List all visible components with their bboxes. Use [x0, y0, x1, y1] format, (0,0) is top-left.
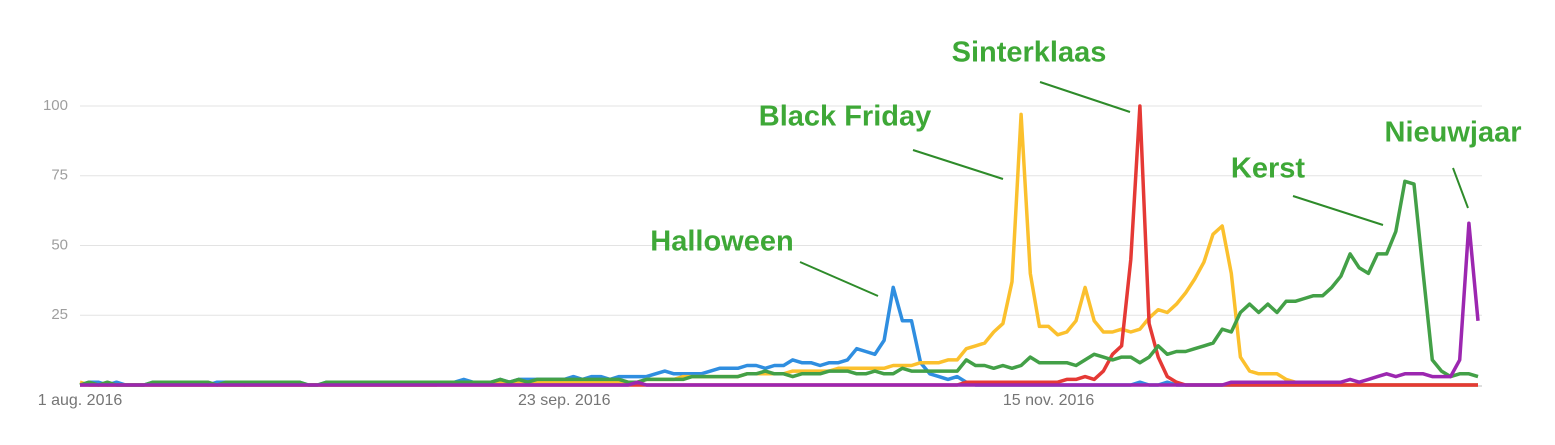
y-tick-label: 100: [43, 97, 68, 114]
annotation-leader: [1039, 81, 1131, 113]
annotation-label: Nieuwjaar: [1385, 117, 1522, 149]
annotation-label: Halloween: [650, 226, 793, 258]
annotation-leader: [799, 261, 879, 297]
y-tick-label: 25: [51, 306, 68, 323]
series-line: [79, 285, 1478, 387]
annotation-label: Sinterklaas: [952, 37, 1107, 69]
annotation-leader: [1292, 195, 1384, 226]
annotation-leader: [1452, 167, 1469, 209]
x-tick-label: 1 aug. 2016: [38, 392, 123, 409]
series-line: [79, 179, 1479, 387]
x-tick-label: 23 sep. 2016: [518, 392, 611, 409]
annotation-label: Kerst: [1231, 153, 1305, 185]
y-tick-label: 75: [51, 167, 68, 184]
y-tick-label: 50: [51, 236, 68, 253]
x-tick-label: 15 nov. 2016: [1003, 392, 1094, 409]
annotation-leader: [912, 149, 1004, 180]
annotation-label: Black Friday: [759, 101, 931, 133]
series-line: [80, 221, 1480, 387]
